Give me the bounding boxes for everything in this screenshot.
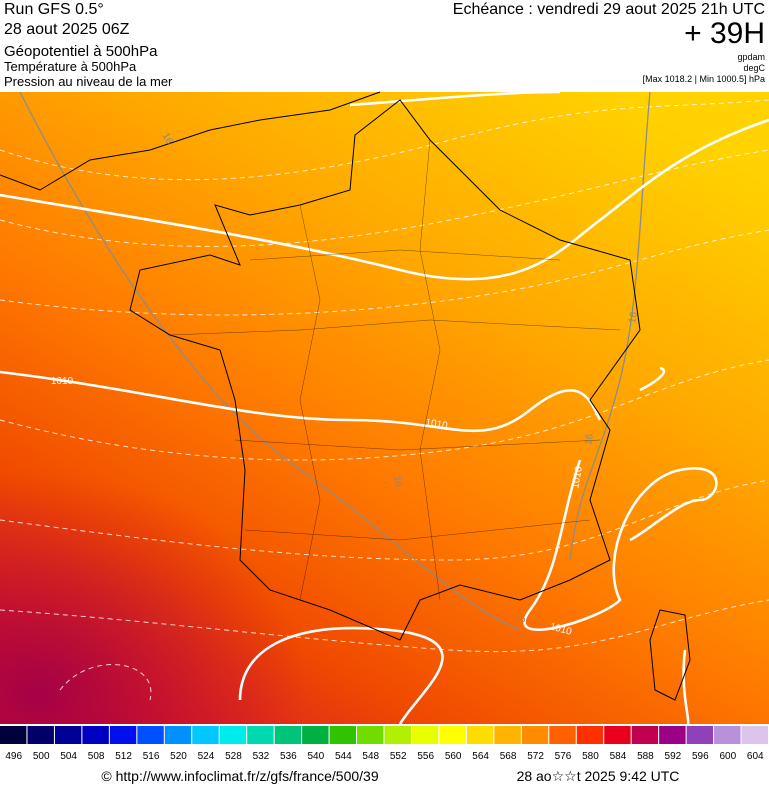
- color-scale: 496 500 504 508 512 516 520 524 528 532 536 540 544 5…: [0, 726, 768, 762]
- unit: degC: [743, 63, 765, 73]
- scale-label: 496: [5, 751, 22, 762]
- contour-label: 1010: [51, 376, 74, 387]
- scale-label: 604: [747, 751, 764, 762]
- scale-label: 564: [472, 751, 489, 762]
- run-date: 28 aout 2025 06Z: [4, 21, 130, 38]
- scale-label: 524: [198, 751, 215, 762]
- scale-label: 596: [692, 751, 709, 762]
- contour-label: 16: [514, 614, 526, 625]
- run: Run GFS 0.5°: [4, 1, 104, 18]
- scale-swatch: [384, 726, 411, 744]
- scale-label: 580: [582, 751, 599, 762]
- scale-label: 560: [445, 751, 462, 762]
- lead-time: + 39H: [684, 17, 765, 50]
- contour-label: 1010: [425, 417, 449, 432]
- field: Température à 500hPa: [4, 59, 137, 74]
- scale-swatch: [466, 726, 494, 744]
- scale-label: 504: [60, 751, 77, 762]
- scale-swatch: [439, 726, 466, 744]
- scale-swatch: [741, 726, 768, 744]
- scale-label: 516: [143, 751, 160, 762]
- geopotential-contours: [19, 91, 651, 631]
- scale-label: 548: [362, 751, 379, 762]
- contour-label: 16: [391, 475, 404, 488]
- scale-swatch: [82, 726, 109, 744]
- contour-label: 1010: [570, 465, 585, 489]
- scale-swatch: [302, 726, 329, 744]
- scale-swatch: [686, 726, 714, 744]
- scale-label: 588: [637, 751, 654, 762]
- scale-swatch: [109, 726, 137, 744]
- scale-label: 540: [307, 751, 324, 762]
- map: [0, 90, 769, 725]
- scale-swatch: [164, 726, 192, 744]
- contour-label: 16: [627, 311, 640, 324]
- scale-swatch: [54, 726, 82, 744]
- scale-label: 592: [665, 751, 682, 762]
- scale-label: 532: [253, 751, 270, 762]
- scale-swatch: [192, 726, 219, 744]
- scale-swatch: [274, 726, 302, 744]
- unit: gpdam: [737, 52, 765, 62]
- scale-swatch: [576, 726, 604, 744]
- contour-label: 16: [160, 131, 175, 147]
- scale-swatch: [411, 726, 439, 744]
- scale-label: 520: [170, 751, 187, 762]
- scale-swatch: [247, 726, 274, 744]
- scale-swatch: [27, 726, 54, 744]
- source-url: © http://www.infoclimat.fr/z/gfs/france/…: [101, 768, 378, 784]
- scale-swatch: [631, 726, 659, 744]
- scale-swatch: [549, 726, 576, 744]
- scale-swatch: [659, 726, 686, 744]
- scale-label: 512: [115, 751, 132, 762]
- valid-time: Echéance : vendredi 29 aout 2025 21h UTC: [453, 1, 765, 18]
- scale-label: 536: [280, 751, 297, 762]
- scale-label: 552: [390, 751, 407, 762]
- scale-swatch: [604, 726, 631, 744]
- scale-label: 600: [719, 751, 736, 762]
- scale-label: 556: [417, 751, 434, 762]
- pressure-contours: [0, 90, 769, 725]
- field: Pression au niveau de la mer: [4, 74, 173, 89]
- low-area: [0, 92, 769, 724]
- field: Géopotentiel à 500hPa: [4, 43, 158, 60]
- scale-swatch: [0, 726, 27, 744]
- header: Run GFS 0.5° 28 aout 2025 06Z Géopotenti…: [4, 1, 766, 89]
- scale-label: 572: [527, 751, 544, 762]
- scale-swatch: [521, 726, 549, 744]
- scale-swatch: [219, 726, 247, 744]
- scale-label: 500: [33, 751, 50, 762]
- timestamp: 28 ao☆☆t 2025 9:42 UTC: [517, 768, 680, 784]
- scale-swatch: [494, 726, 521, 744]
- scale-label: 508: [88, 751, 105, 762]
- contour-label: 16: [583, 433, 596, 446]
- scale-label: 528: [225, 751, 242, 762]
- scale-label: 576: [555, 751, 572, 762]
- scale-swatch: [714, 726, 741, 744]
- scale-label: 544: [335, 751, 352, 762]
- scale-swatch: [137, 726, 164, 744]
- departments: [169, 139, 621, 601]
- scale-label: 584: [610, 751, 627, 762]
- scale-swatch: [357, 726, 384, 744]
- pressure-range: [Max 1018.2 | Min 1000.5] hPa: [643, 74, 765, 84]
- scale-label: 568: [500, 751, 517, 762]
- scale-swatch: [329, 726, 357, 744]
